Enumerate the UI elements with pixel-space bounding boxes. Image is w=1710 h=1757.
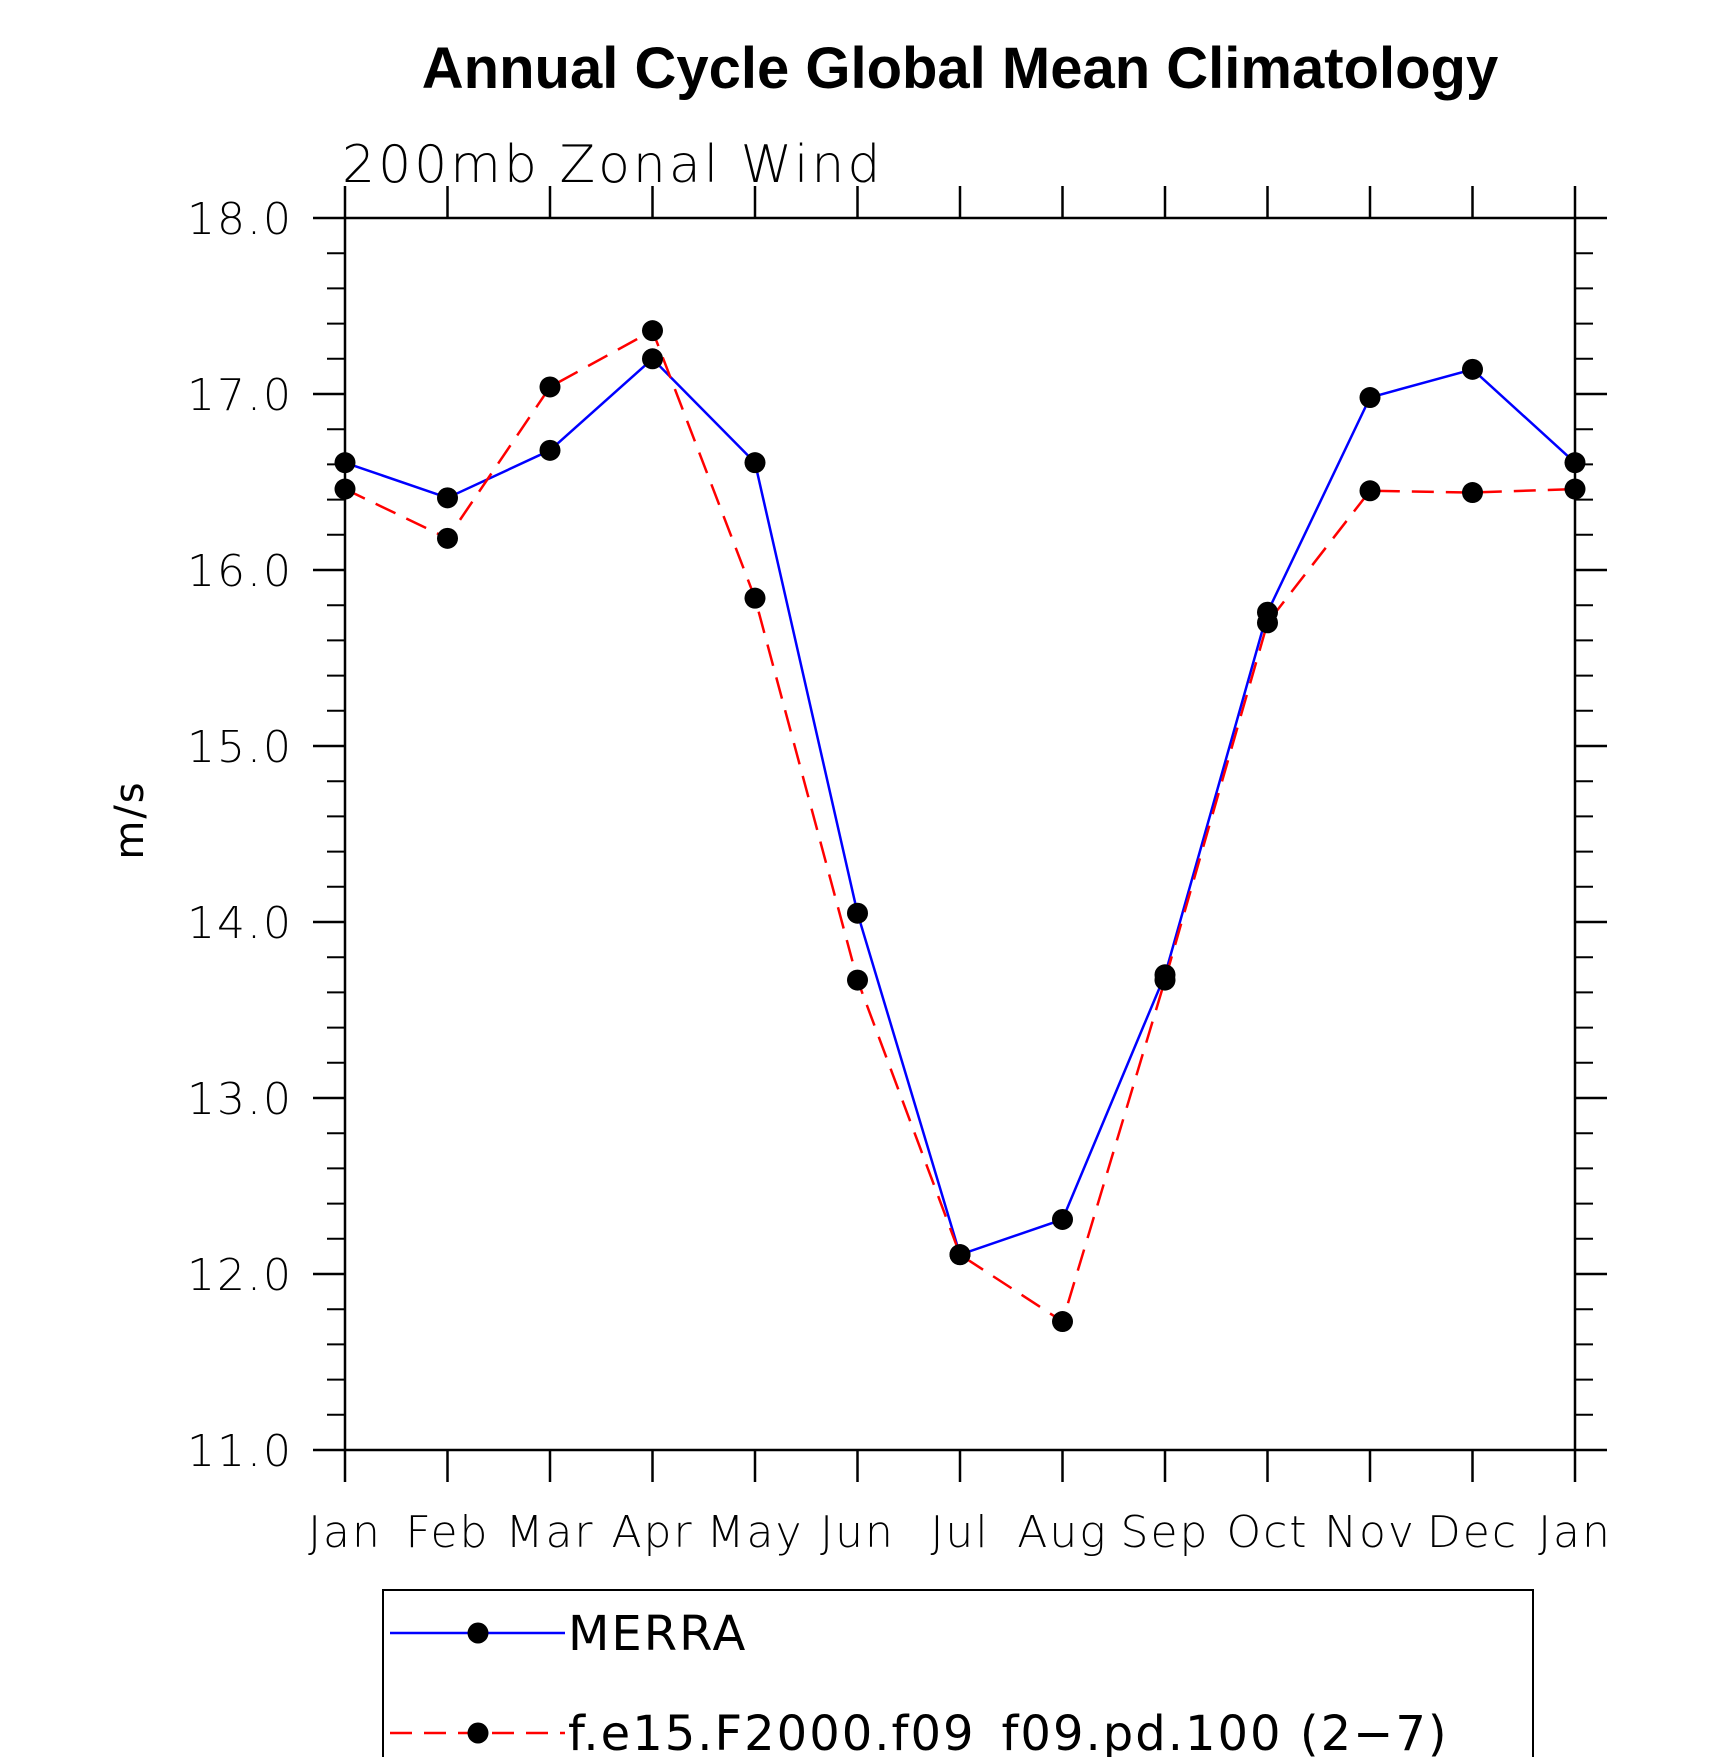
data-point	[1462, 358, 1483, 380]
y-axis-label: m/s	[107, 780, 153, 859]
data-point	[539, 439, 561, 461]
data-point	[847, 902, 868, 924]
y-tick-label: 15.0	[187, 722, 293, 773]
x-tick-label: Jan	[308, 1507, 382, 1558]
y-tick-label: 16.0	[187, 546, 293, 597]
legend-box	[382, 1589, 1534, 1757]
data-point	[1257, 612, 1278, 634]
x-tick-label: Mar	[505, 1507, 594, 1558]
data-point	[539, 376, 561, 398]
y-tick-label: 13.0	[187, 1074, 293, 1125]
data-point	[334, 478, 356, 500]
data-point	[642, 348, 663, 370]
y-tick-label: 11.0	[187, 1426, 293, 1477]
legend-label: MERRA	[568, 1606, 747, 1662]
data-point	[1154, 969, 1176, 991]
data-point	[437, 527, 458, 549]
x-tick-label: Nov	[1324, 1507, 1416, 1558]
series-line	[344, 357, 1576, 1257]
plot-frame	[343, 216, 1577, 1452]
data-point	[1052, 1208, 1073, 1230]
y-tick-label: 18.0	[187, 194, 293, 245]
legend-item: MERRA	[390, 1606, 747, 1662]
legend: MERRA f.e15.F2000.f09_f09.pd.100 (2−7)	[382, 1589, 1534, 1757]
x-tick-label: Jul	[930, 1507, 989, 1558]
data-point	[1359, 480, 1381, 502]
chart-subtitle: 200mb Zonal Wind	[342, 135, 883, 195]
legend-item: f.e15.F2000.f09_f09.pd.100 (2−7)	[390, 1706, 1449, 1757]
legend-marker	[467, 1722, 489, 1744]
data-point	[847, 969, 868, 991]
series-layer	[334, 320, 1586, 1333]
x-tick-label: May	[707, 1507, 804, 1558]
y-tick-label: 17.0	[187, 370, 293, 421]
chart-title: Annual Cycle Global Mean Climatology	[422, 36, 1498, 101]
y-ticks: 11.0 12.0 13.0 14.0 15.0 16.0 17.0 18.0	[187, 194, 1607, 1477]
legend-label: f.e15.F2000.f09_f09.pd.100 (2−7)	[568, 1706, 1449, 1757]
data-point	[744, 452, 766, 474]
x-tick-label: Dec	[1427, 1507, 1518, 1558]
y-tick-label: 14.0	[187, 898, 293, 949]
series-2	[344, 328, 1576, 1324]
x-tick-label: Jan	[1538, 1507, 1612, 1558]
x-tick-label: Sep	[1121, 1507, 1210, 1558]
data-point	[1462, 482, 1483, 504]
x-tick-label: Feb	[406, 1507, 490, 1558]
data-point	[437, 487, 458, 509]
y-tick-label: 12.0	[187, 1250, 293, 1301]
x-tick-label: Jun	[820, 1507, 895, 1558]
data-point	[1052, 1311, 1073, 1333]
series-line	[344, 328, 1576, 1324]
x-tick-label: Apr	[611, 1507, 693, 1558]
axes	[343, 216, 1577, 1452]
data-point	[1564, 478, 1586, 500]
data-point	[744, 587, 766, 609]
data-point	[1359, 387, 1381, 409]
data-point	[334, 452, 356, 474]
data-point	[642, 320, 663, 342]
x-tick-label: Oct	[1226, 1507, 1308, 1558]
series-1	[344, 357, 1576, 1257]
data-point	[949, 1244, 971, 1266]
legend-marker	[467, 1622, 489, 1644]
x-ticks: Jan Feb Mar Apr May Jun Jul Aug Sep Oct Nov Dec Jan	[308, 186, 1612, 1558]
data-point	[1564, 452, 1586, 474]
x-tick-label: Aug	[1017, 1507, 1107, 1558]
